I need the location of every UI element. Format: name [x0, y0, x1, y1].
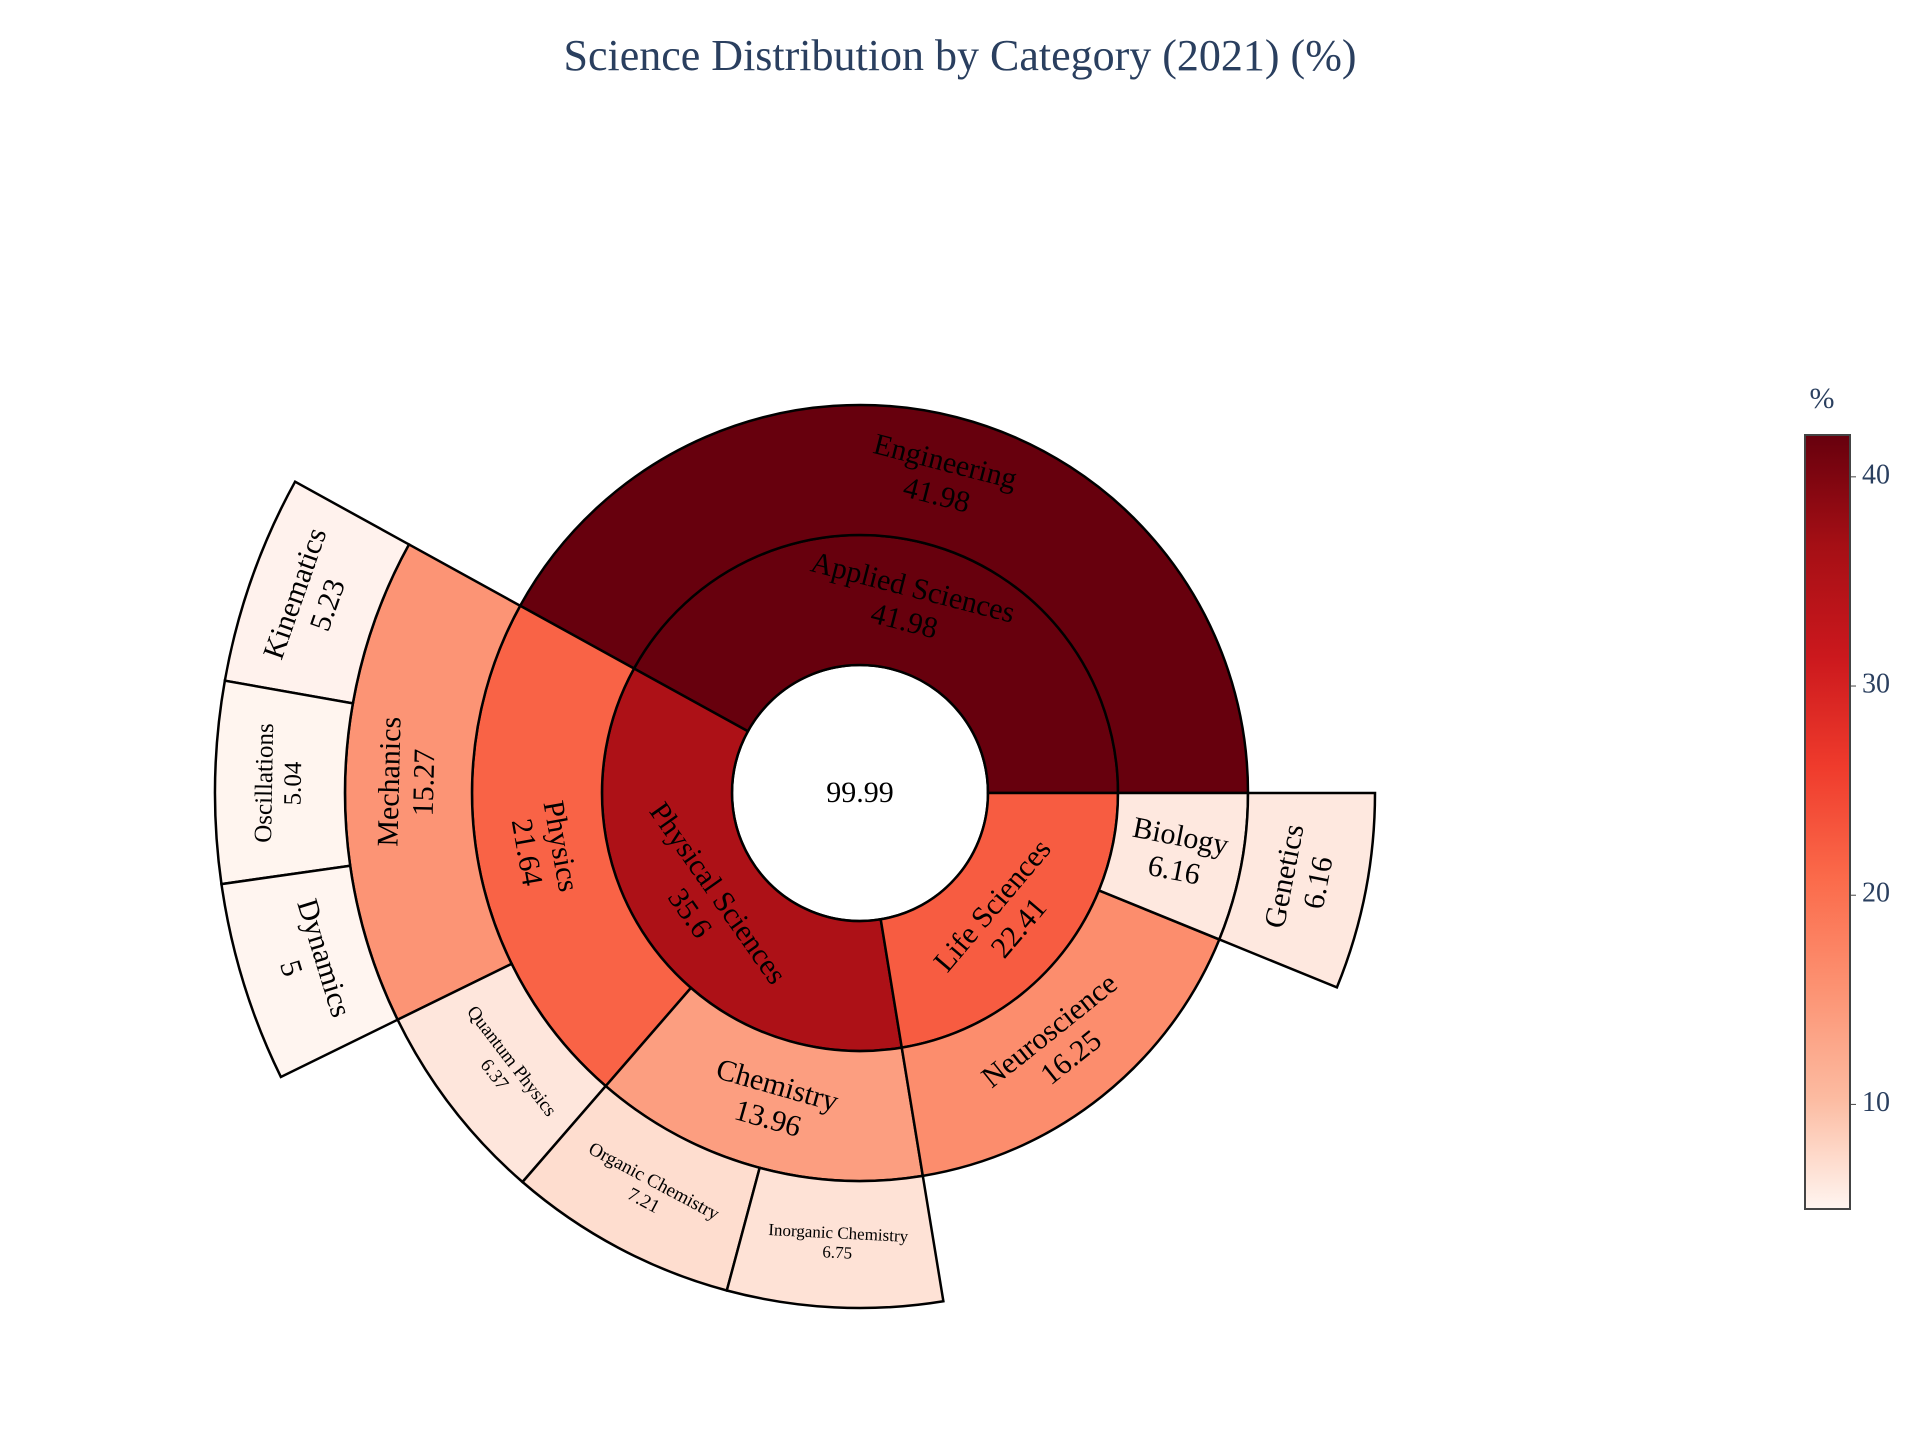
sector-value-inorganic-chemistry: 6.75	[822, 1242, 853, 1262]
sector-inorganic-chemistry[interactable]	[725, 1166, 945, 1310]
sector-dynamics[interactable]	[220, 864, 400, 1079]
colorbar-fill	[1804, 434, 1851, 1210]
sector-engineering[interactable]	[518, 403, 1250, 795]
chart-title: Science Distribution by Category (2021) …	[563, 31, 1357, 80]
sector-value-mechanics: 15.27	[407, 748, 442, 816]
sunburst-sectors	[213, 403, 1377, 1310]
sector-label-mechanics: Mechanics 15.27	[371, 716, 442, 847]
sector-genetics[interactable]	[1217, 791, 1377, 990]
colorbar-tick-label: 20	[1862, 878, 1890, 909]
colorbar: % 10 20 30 40	[1804, 382, 1890, 1210]
colorbar-tick-label: 10	[1862, 1087, 1890, 1118]
sector-value-oscillations: 5.04	[279, 761, 307, 806]
sector-label-oscillations: Oscillations 5.04	[250, 723, 307, 843]
sector-neuroscience[interactable]	[900, 888, 1221, 1178]
sector-name-mechanics: Mechanics	[371, 716, 407, 847]
sector-name-oscillations: Oscillations	[250, 723, 279, 843]
colorbar-tick-label: 30	[1862, 668, 1890, 699]
colorbar-ticks: 10 20 30 40	[1850, 459, 1890, 1118]
center-value-label: 99.99	[826, 776, 894, 809]
colorbar-tick-label: 40	[1862, 459, 1890, 490]
colorbar-title: %	[1810, 382, 1835, 415]
